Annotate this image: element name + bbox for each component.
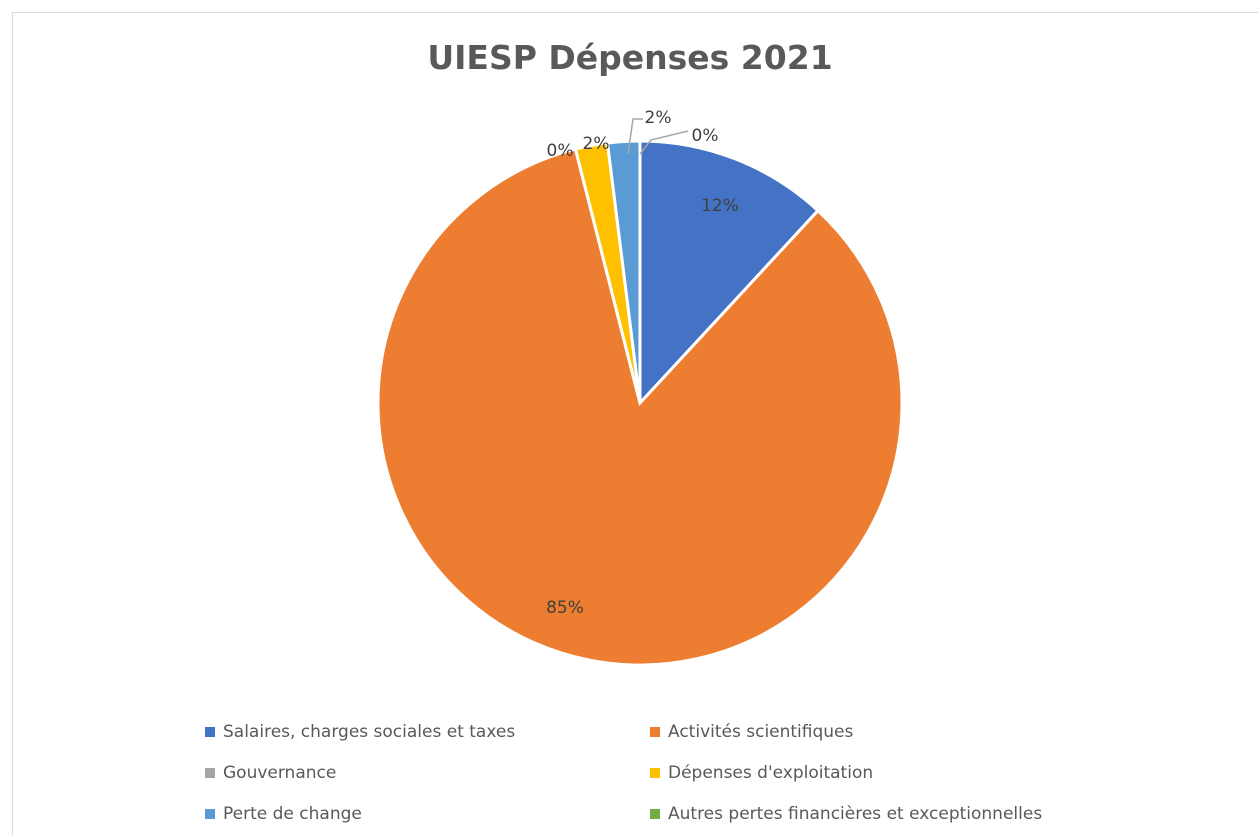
- legend-swatch: [205, 809, 215, 819]
- pie-slice-perte-de-change: [605, 139, 642, 404]
- legend-swatch: [205, 727, 215, 737]
- legend-item-autres-pertes-financieres-et-exceptionnelles: Autres pertes financières et exceptionne…: [650, 804, 1042, 824]
- chart-title: UIESP Dépenses 2021: [427, 38, 833, 77]
- pie-slice-activites-scientifiques: [376, 147, 904, 667]
- slice-label-autres-pertes-financieres-et-exceptionnelles: 0%: [692, 126, 719, 146]
- legend-swatch: [650, 809, 660, 819]
- slice-label-gouvernance: 0%: [547, 141, 574, 161]
- legend-label: Autres pertes financières et exceptionne…: [668, 804, 1043, 824]
- legend-swatch: [205, 768, 215, 778]
- legend-label: Perte de change: [223, 804, 362, 824]
- slice-labels: 12% 85% 0% 2% 2% 0%: [546, 108, 739, 618]
- leader-line-autres-pertes-financieres-et-exceptionnelles: [639, 130, 689, 155]
- slice-label-perte-de-change: 2%: [645, 108, 672, 128]
- legend-label: Dépenses d'exploitation: [668, 763, 874, 783]
- legend-label: Activités scientifiques: [668, 722, 854, 742]
- legend-swatch: [650, 727, 660, 737]
- slice-label-depenses-d-exploitation: 2%: [583, 134, 610, 154]
- legend-label: Salaires, charges sociales et taxes: [223, 722, 516, 742]
- legend-item-activites-scientifiques: Activités scientifiques: [650, 722, 853, 742]
- leader-line-perte-de-change: [627, 118, 643, 155]
- pie-slice-salaires-charges-sociales-et-taxes: [638, 139, 821, 407]
- legend-item-gouvernance: Gouvernance: [205, 763, 336, 783]
- legend-item-depenses-d-exploitation: Dépenses d'exploitation: [650, 763, 873, 783]
- pie-slices: [376, 139, 904, 667]
- legend-item-perte-de-change: Perte de change: [205, 804, 362, 824]
- legend-item-salaires-charges-sociales-et-taxes: Salaires, charges sociales et taxes: [205, 722, 515, 742]
- slice-label-salaires-charges-sociales-et-taxes: 12%: [701, 196, 739, 216]
- legend-label: Gouvernance: [223, 763, 337, 783]
- legend-swatch: [650, 768, 660, 778]
- leader-lines: [627, 118, 689, 155]
- slice-label-activites-scientifiques: 85%: [546, 598, 584, 618]
